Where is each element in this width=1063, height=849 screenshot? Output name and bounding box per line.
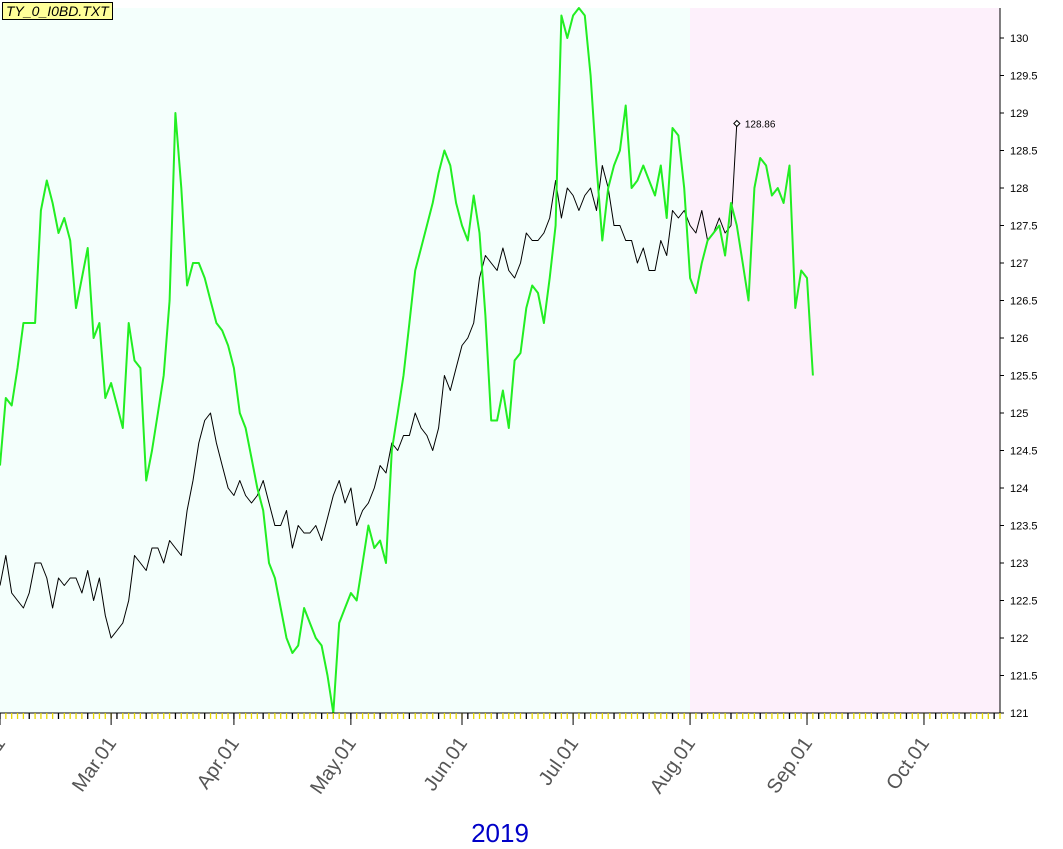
- month-label-3: May.01: [306, 733, 361, 798]
- annotation-label: 128.86: [745, 120, 776, 131]
- y-tick-label-9: 125.5: [1010, 371, 1038, 383]
- month-label-1: Mar.01: [68, 733, 121, 796]
- y-tick-label-14: 128: [1010, 183, 1028, 195]
- month-label-0: Feb.01: [0, 733, 10, 797]
- month-label-6: Aug.01: [646, 733, 700, 798]
- y-tick-label-17: 129.5: [1010, 71, 1038, 83]
- series-lines: [0, 7, 814, 714]
- y-tick-label-13: 127.5: [1010, 221, 1038, 233]
- y-tick-label-11: 126.5: [1010, 296, 1038, 308]
- y-tick-label-12: 127: [1010, 258, 1028, 270]
- y-tick-label-18: 130: [1010, 33, 1028, 45]
- y-tick-label-10: 126: [1010, 333, 1028, 345]
- y-tick-label-3: 122.5: [1010, 596, 1038, 608]
- last-value-annotation: 128.86: [733, 119, 776, 131]
- y-tick-label-16: 129: [1010, 108, 1028, 120]
- period-shading: [0, 8, 1000, 713]
- y-tick-label-8: 125: [1010, 408, 1028, 420]
- month-label-4: Jun.01: [420, 733, 472, 795]
- month-label-2: Apr.01: [193, 733, 244, 793]
- shading-band-0: [0, 8, 691, 713]
- month-label-8: Oct.01: [882, 733, 934, 794]
- y-tick-label-15: 128.5: [1010, 146, 1038, 158]
- year-label: 2019: [471, 818, 529, 848]
- y-tick-label-2: 122: [1010, 633, 1028, 645]
- chart-title: TY_0_I0BD.TXT: [2, 2, 113, 20]
- y-tick-label-0: 121: [1010, 708, 1028, 720]
- month-label-7: Sep.01: [763, 733, 817, 798]
- y-tick-label-7: 124.5: [1010, 446, 1038, 458]
- shading-band-1: [690, 8, 1000, 713]
- y-tick-label-1: 121.5: [1010, 671, 1038, 683]
- series-line-1: [0, 7, 814, 714]
- annotation-marker: [733, 119, 741, 128]
- month-label-5: Jul.01: [535, 733, 584, 789]
- y-tick-label-5: 123.5: [1010, 521, 1038, 533]
- y-tick-label-4: 123: [1010, 558, 1028, 570]
- series-line-0: [0, 123, 738, 639]
- y-tick-label-6: 124: [1010, 483, 1028, 495]
